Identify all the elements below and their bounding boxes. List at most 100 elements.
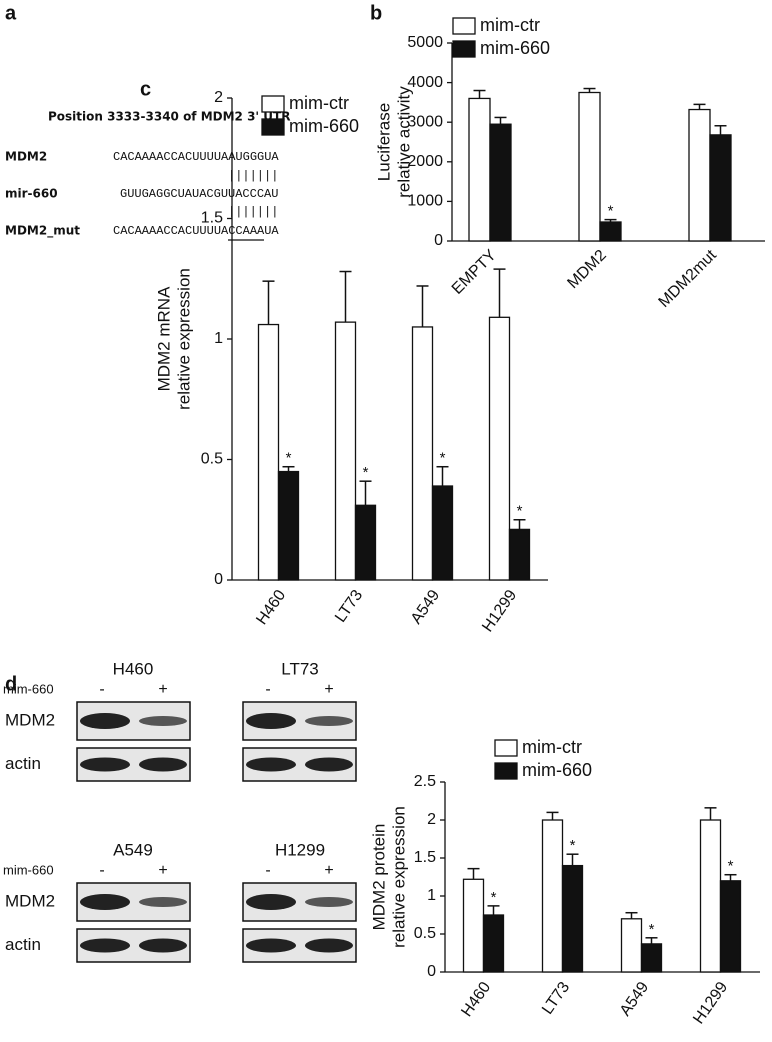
- significance-label: *: [649, 921, 655, 938]
- bar: [334, 321, 357, 581]
- legend-label: mim-ctr: [289, 93, 349, 113]
- bar: [541, 819, 564, 973]
- band: [246, 938, 296, 953]
- panel-letter: c: [140, 78, 151, 100]
- y-tick-label: 1000: [407, 193, 443, 210]
- band: [80, 938, 130, 953]
- significance-label: *: [608, 203, 614, 220]
- bar: [488, 316, 511, 581]
- cell-line-label: H1299: [275, 840, 325, 859]
- y-tick-label: 0: [427, 963, 436, 980]
- legend-swatch: [452, 17, 476, 35]
- minus-label: -: [265, 681, 270, 698]
- bar: [699, 819, 722, 973]
- x-tick-label: LT73: [332, 587, 366, 626]
- legend-label: mim-660: [480, 38, 550, 58]
- bar: [277, 470, 300, 581]
- y-tick-label: 1: [214, 330, 223, 347]
- significance-label: *: [570, 837, 576, 854]
- bar: [578, 91, 601, 242]
- minus-label: -: [265, 862, 270, 879]
- x-tick-label: H460: [253, 587, 289, 628]
- legend-swatch: [452, 40, 476, 58]
- band: [246, 894, 296, 910]
- significance-label: *: [363, 464, 369, 481]
- panel-letter: a: [5, 2, 17, 24]
- plus-label: +: [324, 681, 333, 698]
- y-tick-label: 2: [427, 811, 436, 828]
- pairing: |||||||: [228, 169, 278, 183]
- y-tick-label: 0.5: [414, 925, 436, 942]
- legend-label: mim-ctr: [522, 737, 582, 757]
- plus-label: +: [158, 681, 167, 698]
- bar: [709, 134, 732, 242]
- x-tick-label: A549: [617, 979, 652, 1019]
- y-axis-label: relative activity: [394, 86, 413, 198]
- bar: [599, 221, 622, 242]
- bar: [688, 108, 711, 242]
- sequence: GUUGAGGCUAUACGUUACCCAU: [120, 187, 278, 201]
- bar: [561, 864, 584, 973]
- treatment-label: mim-660: [3, 862, 54, 877]
- y-tick-label: 2: [214, 89, 223, 106]
- y-tick-label: 0: [434, 232, 443, 249]
- band: [80, 713, 130, 729]
- y-tick-label: 1.5: [201, 210, 223, 227]
- row-name: mir-660: [5, 187, 58, 201]
- bar: [257, 323, 280, 581]
- x-tick-label: MDM2mut: [656, 246, 721, 311]
- bar: [468, 97, 491, 242]
- band: [246, 757, 296, 772]
- band: [139, 897, 187, 907]
- sequence: CACAAAACCACUUUUAAUGGGUA: [113, 150, 279, 164]
- x-tick-label: EMPTY: [449, 247, 500, 298]
- sequence-title: Position 3333-3340 of MDM2 3' UTR: [48, 110, 290, 124]
- y-tick-label: 2000: [407, 153, 443, 170]
- significance-label: *: [286, 450, 292, 467]
- y-tick-label: 1.5: [414, 849, 436, 866]
- y-axis-label: relative expression: [174, 268, 193, 410]
- x-tick-label: H460: [458, 979, 494, 1020]
- band: [305, 897, 353, 907]
- y-tick-label: 2.5: [414, 773, 436, 790]
- row-name: MDM2: [5, 150, 47, 164]
- band: [246, 713, 296, 729]
- legend-label: mim-660: [289, 116, 359, 136]
- minus-label: -: [99, 681, 104, 698]
- protein-label: actin: [5, 935, 41, 954]
- legend-swatch: [261, 118, 285, 136]
- protein-label: actin: [5, 754, 41, 773]
- x-tick-label: H1299: [690, 979, 731, 1027]
- sequence: CACAAAACCACUUUUACCAAAUA: [113, 224, 279, 238]
- y-tick-label: 0: [214, 571, 223, 588]
- y-axis-label: MDM2 mRNA: [154, 286, 173, 391]
- band: [80, 757, 130, 772]
- western-blots: d: [5, 673, 17, 695]
- bar: [508, 528, 531, 581]
- bar: [640, 943, 663, 973]
- band: [80, 894, 130, 910]
- cell-line-label: LT73: [281, 659, 319, 678]
- protein-label: MDM2: [5, 710, 55, 729]
- significance-label: *: [491, 889, 497, 906]
- panel-letter: d: [5, 673, 17, 695]
- bar: [719, 880, 742, 973]
- protein-label: MDM2: [5, 891, 55, 910]
- y-tick-label: 0.5: [201, 451, 223, 468]
- band: [305, 716, 353, 726]
- x-tick-label: LT73: [539, 979, 573, 1018]
- significance-label: *: [517, 503, 523, 520]
- bar: [482, 914, 505, 973]
- y-axis-label: Luciferase: [374, 103, 393, 181]
- band: [139, 938, 187, 953]
- y-tick-label: 3000: [407, 113, 443, 130]
- treatment-label: mim-660: [3, 681, 54, 696]
- y-tick-label: 4000: [407, 74, 443, 91]
- x-tick-label: H1299: [479, 587, 520, 635]
- legend-label: mim-ctr: [480, 15, 540, 35]
- pairing: |||||||: [228, 205, 278, 219]
- minus-label: -: [99, 862, 104, 879]
- bar: [620, 918, 643, 973]
- band: [139, 716, 187, 726]
